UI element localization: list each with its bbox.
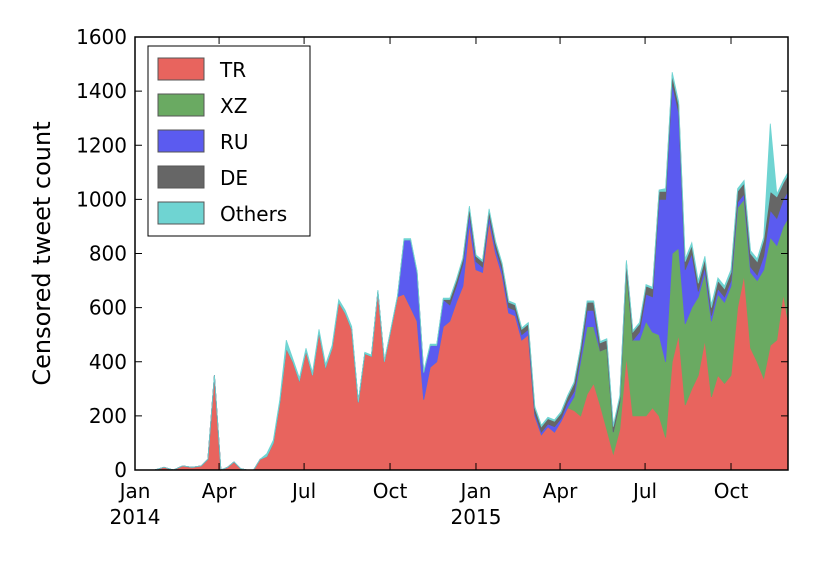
y-tick-label: 400 [89, 350, 127, 374]
legend-label-de: DE [220, 166, 248, 190]
legend-swatch-others [157, 201, 205, 225]
y-tick-label: 1600 [76, 25, 127, 49]
legend-swatch-xz [157, 93, 205, 117]
legend-swatch-tr [157, 57, 205, 81]
x-tick-label: Jul [631, 479, 657, 503]
y-tick-label: 1400 [76, 79, 127, 103]
x-tick-label: Jul [290, 479, 316, 503]
legend-swatch-ru [157, 129, 205, 153]
x-tick-label: Apr [202, 479, 237, 503]
x-tick-label: Jan [459, 479, 492, 503]
y-axis-title: Censored tweet count [28, 121, 56, 385]
y-tick-label: 1000 [76, 187, 127, 211]
x-tick-label: Jan [118, 479, 151, 503]
y-tick-label: 600 [89, 296, 127, 320]
y-tick-label: 1200 [76, 133, 127, 157]
legend-label-xz: XZ [220, 94, 247, 118]
x-tick-year-label: 2014 [110, 505, 161, 529]
y-axis: 0 200 400 600 800 1000 1200 1400 1600 [76, 25, 788, 482]
x-tick-label: Oct [714, 479, 749, 503]
legend: TR XZ RU DE Others [147, 45, 311, 237]
y-tick-label: 0 [114, 458, 127, 482]
y-tick-label: 800 [89, 242, 127, 266]
x-tick-label: Apr [543, 479, 578, 503]
x-tick-label: Oct [373, 479, 408, 503]
y-tick-label: 200 [89, 404, 127, 428]
legend-label-ru: RU [220, 130, 249, 154]
x-tick-year-label: 2015 [451, 505, 502, 529]
legend-label-others: Others [220, 202, 287, 226]
legend-swatch-de [157, 165, 205, 189]
legend-label-tr: TR [219, 58, 246, 82]
